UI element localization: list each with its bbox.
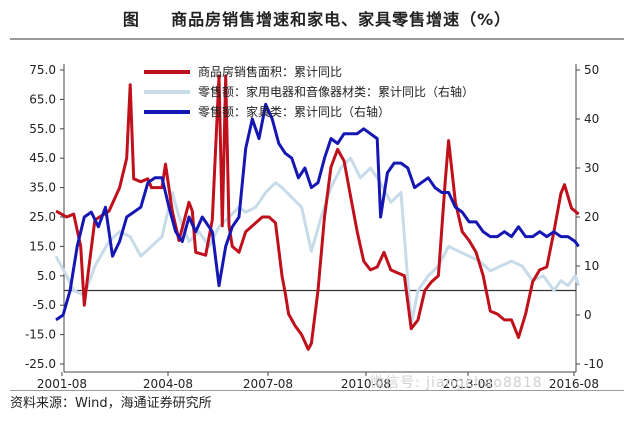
right-tick-label: 10 (584, 259, 599, 273)
left-tick-label: -25.0 (25, 357, 56, 371)
right-tick-label: 0 (584, 308, 592, 322)
x-tick-label: 2013-08 (443, 377, 493, 390)
watermark-text: 微信号: jiangchao8818 (370, 375, 543, 391)
left-tick-label: 65.0 (29, 92, 56, 106)
axes (63, 64, 577, 373)
left-tick-label: 35.0 (29, 181, 56, 195)
left-tick-label: -15.0 (25, 328, 56, 342)
source-divider (10, 390, 624, 391)
source-note: 资料来源：Wind，海通证券研究所 (10, 396, 212, 411)
right-tick-label: 50 (584, 63, 599, 77)
x-tick-label: 2001-08 (37, 377, 87, 390)
left-tick-label: 15.0 (29, 239, 56, 253)
legend-label: 商品房销售面积：累计同比 (198, 64, 342, 79)
right-tick-label: 40 (584, 112, 599, 126)
x-tick-label: 2010-08 (341, 377, 391, 390)
left-tick-label: 75.0 (29, 63, 56, 77)
chart-title: 图 商品房销售增速和家电、家具零售增速（%） (10, 6, 624, 34)
x-tick-label: 2016-08 (549, 377, 599, 390)
left-tick-label: -5.0 (33, 298, 56, 312)
tick-labels: 75.0 65.0 55.0 45.0 35.0 25.0 15.0 5.0 -5.0 -15.0… (25, 63, 604, 390)
series-layer (54, 74, 581, 351)
legend-label: 零售额：家用电器和音像器材类：累计同比（右轴） (198, 84, 474, 99)
right-tick-label: 20 (584, 210, 599, 224)
legend-label: 零售额：家具类：累计同比（右轴） (198, 104, 390, 119)
left-tick-label: 55.0 (29, 122, 56, 136)
series-line-appliance-retail (54, 156, 581, 327)
left-tick-label: 5.0 (37, 269, 56, 283)
series-line-furniture-retail (55, 102, 580, 322)
figure-label: 图 (122, 10, 140, 29)
right-tick-label: -10 (584, 357, 604, 371)
right-tick-label: 30 (584, 161, 599, 175)
title-divider (10, 38, 624, 40)
left-tick-label: 45.0 (29, 151, 56, 165)
figure-title: 商品房销售增速和家电、家具零售增速（%） (171, 10, 512, 29)
left-tick-label: 25.0 (29, 210, 56, 224)
x-tick-label: 2004-08 (143, 377, 193, 390)
x-tick-label: 2007-08 (243, 377, 293, 390)
